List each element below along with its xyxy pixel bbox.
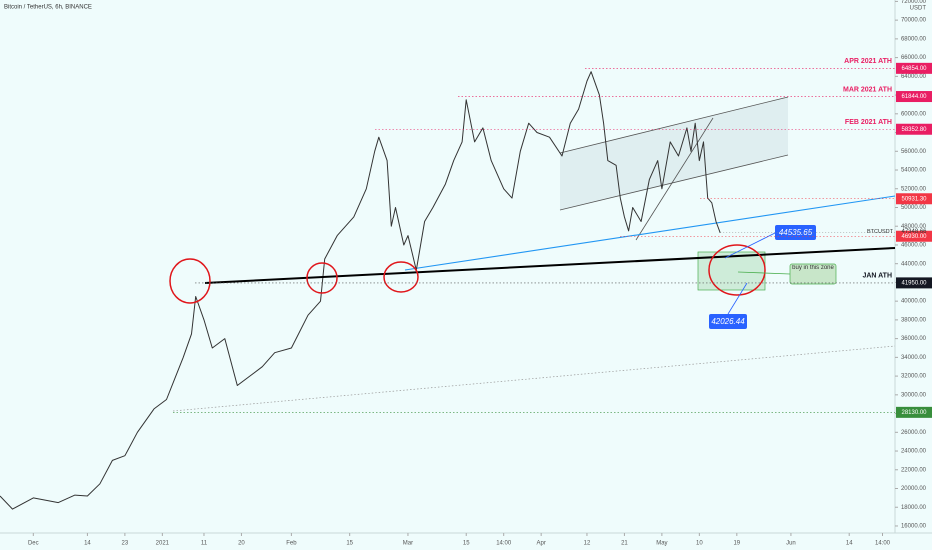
x-tick-label: 10 bbox=[696, 541, 703, 547]
price-tag-label: 46930.00 bbox=[901, 234, 927, 240]
circle bbox=[383, 261, 419, 293]
price-unit: USDT bbox=[910, 6, 927, 12]
y-tick-label: 68000.00 bbox=[901, 36, 927, 42]
price-tag bbox=[896, 123, 932, 135]
callout-box bbox=[709, 314, 747, 329]
x-tick-label: 20 bbox=[238, 541, 245, 547]
level-label: FEB 2021 ATH bbox=[845, 119, 892, 126]
last-price-label: 47348.66 bbox=[901, 229, 927, 235]
x-tick-label: 14 bbox=[84, 541, 91, 547]
price-tag-label: 50931.30 bbox=[901, 196, 927, 202]
blue-trendline bbox=[404, 195, 896, 271]
channel-bottom bbox=[559, 154, 789, 211]
support-line bbox=[204, 247, 896, 284]
price-tag bbox=[896, 406, 932, 418]
y-tick-label: 30000.00 bbox=[901, 392, 927, 398]
price-tag-label: 41950.00 bbox=[901, 280, 927, 286]
y-tick-label: 26000.00 bbox=[901, 430, 927, 436]
y-tick-label: 70000.00 bbox=[901, 18, 927, 24]
price-tag bbox=[896, 230, 932, 242]
note: buy in this zone bbox=[792, 265, 834, 271]
y-tick-label: 32000.00 bbox=[901, 374, 927, 380]
note-pointer bbox=[737, 271, 791, 275]
note-box bbox=[789, 263, 837, 285]
price-tag bbox=[896, 62, 932, 74]
x-tick-label: 19 bbox=[733, 541, 740, 547]
callout-label: 44535.65 bbox=[779, 228, 813, 237]
y-tick-label: 20000.00 bbox=[901, 486, 927, 492]
price-tag-label: 64854.00 bbox=[901, 66, 927, 72]
price-tag bbox=[896, 193, 932, 205]
x-tick-label: Jun bbox=[786, 541, 796, 547]
y-tick-label: 18000.00 bbox=[901, 505, 927, 511]
y-tick-label: 24000.00 bbox=[901, 449, 927, 455]
y-tick-label: 66000.00 bbox=[901, 55, 927, 61]
y-tick-label: 40000.00 bbox=[901, 299, 927, 305]
callout-label: 42026.44 bbox=[711, 317, 745, 326]
price-tag-label: 28130.00 bbox=[901, 410, 927, 416]
x-tick-label: 14:00 bbox=[496, 541, 512, 547]
x-tick-label: Dec bbox=[28, 541, 39, 547]
y-tick-label: 64000.00 bbox=[901, 74, 927, 80]
y-tick-label: 72000.00 bbox=[901, 0, 927, 5]
x-tick-label: Apr bbox=[536, 541, 545, 547]
callout-pointer bbox=[724, 232, 776, 259]
x-tick-label: 15 bbox=[463, 541, 470, 547]
price-tag-label: 58352.80 bbox=[901, 127, 927, 133]
x-tick-label: 15 bbox=[346, 541, 353, 547]
x-tick-label: May bbox=[656, 541, 667, 547]
y-tick-label: 34000.00 bbox=[901, 355, 927, 361]
level-label: MAR 2021 ATH bbox=[843, 86, 892, 93]
x-tick-label: 14:00 bbox=[875, 541, 891, 547]
circle bbox=[708, 244, 766, 296]
note-wrap: buy in this zone bbox=[792, 265, 834, 271]
circle bbox=[306, 262, 338, 294]
channel-top bbox=[559, 96, 789, 154]
y-tick-label: 44000.00 bbox=[901, 261, 927, 267]
y-tick-label: 50000.00 bbox=[901, 205, 927, 211]
chart-title: Bitcoin / TetherUS, 6h, BINANCE bbox=[4, 5, 92, 11]
x-tick-label: 21 bbox=[621, 541, 628, 547]
x-tick-label: 11 bbox=[201, 541, 208, 547]
y-tick-label: 54000.00 bbox=[901, 168, 927, 174]
y-tick-label: 56000.00 bbox=[901, 149, 927, 155]
price-line bbox=[0, 71, 721, 510]
x-tick-label: 14 bbox=[846, 541, 853, 547]
x-tick-label: Mar bbox=[403, 541, 413, 547]
price-tag bbox=[896, 277, 932, 289]
price-tag-label: 61844.00 bbox=[901, 94, 927, 100]
level-label: JAN ATH bbox=[862, 273, 892, 280]
trend-line bbox=[635, 117, 714, 241]
y-tick-label: 36000.00 bbox=[901, 336, 927, 342]
channel-fill bbox=[560, 97, 788, 210]
y-tick-label: 52000.00 bbox=[901, 186, 927, 192]
x-tick-label: 12 bbox=[584, 541, 591, 547]
x-tick-label: 23 bbox=[122, 541, 129, 547]
y-tick-label: 16000.00 bbox=[901, 524, 927, 530]
price-tag bbox=[896, 91, 932, 103]
circle bbox=[169, 258, 211, 304]
y-tick-label: 46000.00 bbox=[901, 243, 927, 249]
y-tick-label: 22000.00 bbox=[901, 467, 927, 473]
x-tick-label: 2021 bbox=[156, 541, 170, 547]
x-tick-label: Feb bbox=[286, 541, 297, 547]
y-tick-label: 60000.00 bbox=[901, 111, 927, 117]
symbol-label: BTCUSDT bbox=[867, 229, 894, 235]
y-tick-label: 48000.00 bbox=[901, 224, 927, 230]
level-label: APR 2021 ATH bbox=[844, 58, 892, 65]
callout-pointer bbox=[727, 282, 748, 315]
y-tick-label: 38000.00 bbox=[901, 317, 927, 323]
